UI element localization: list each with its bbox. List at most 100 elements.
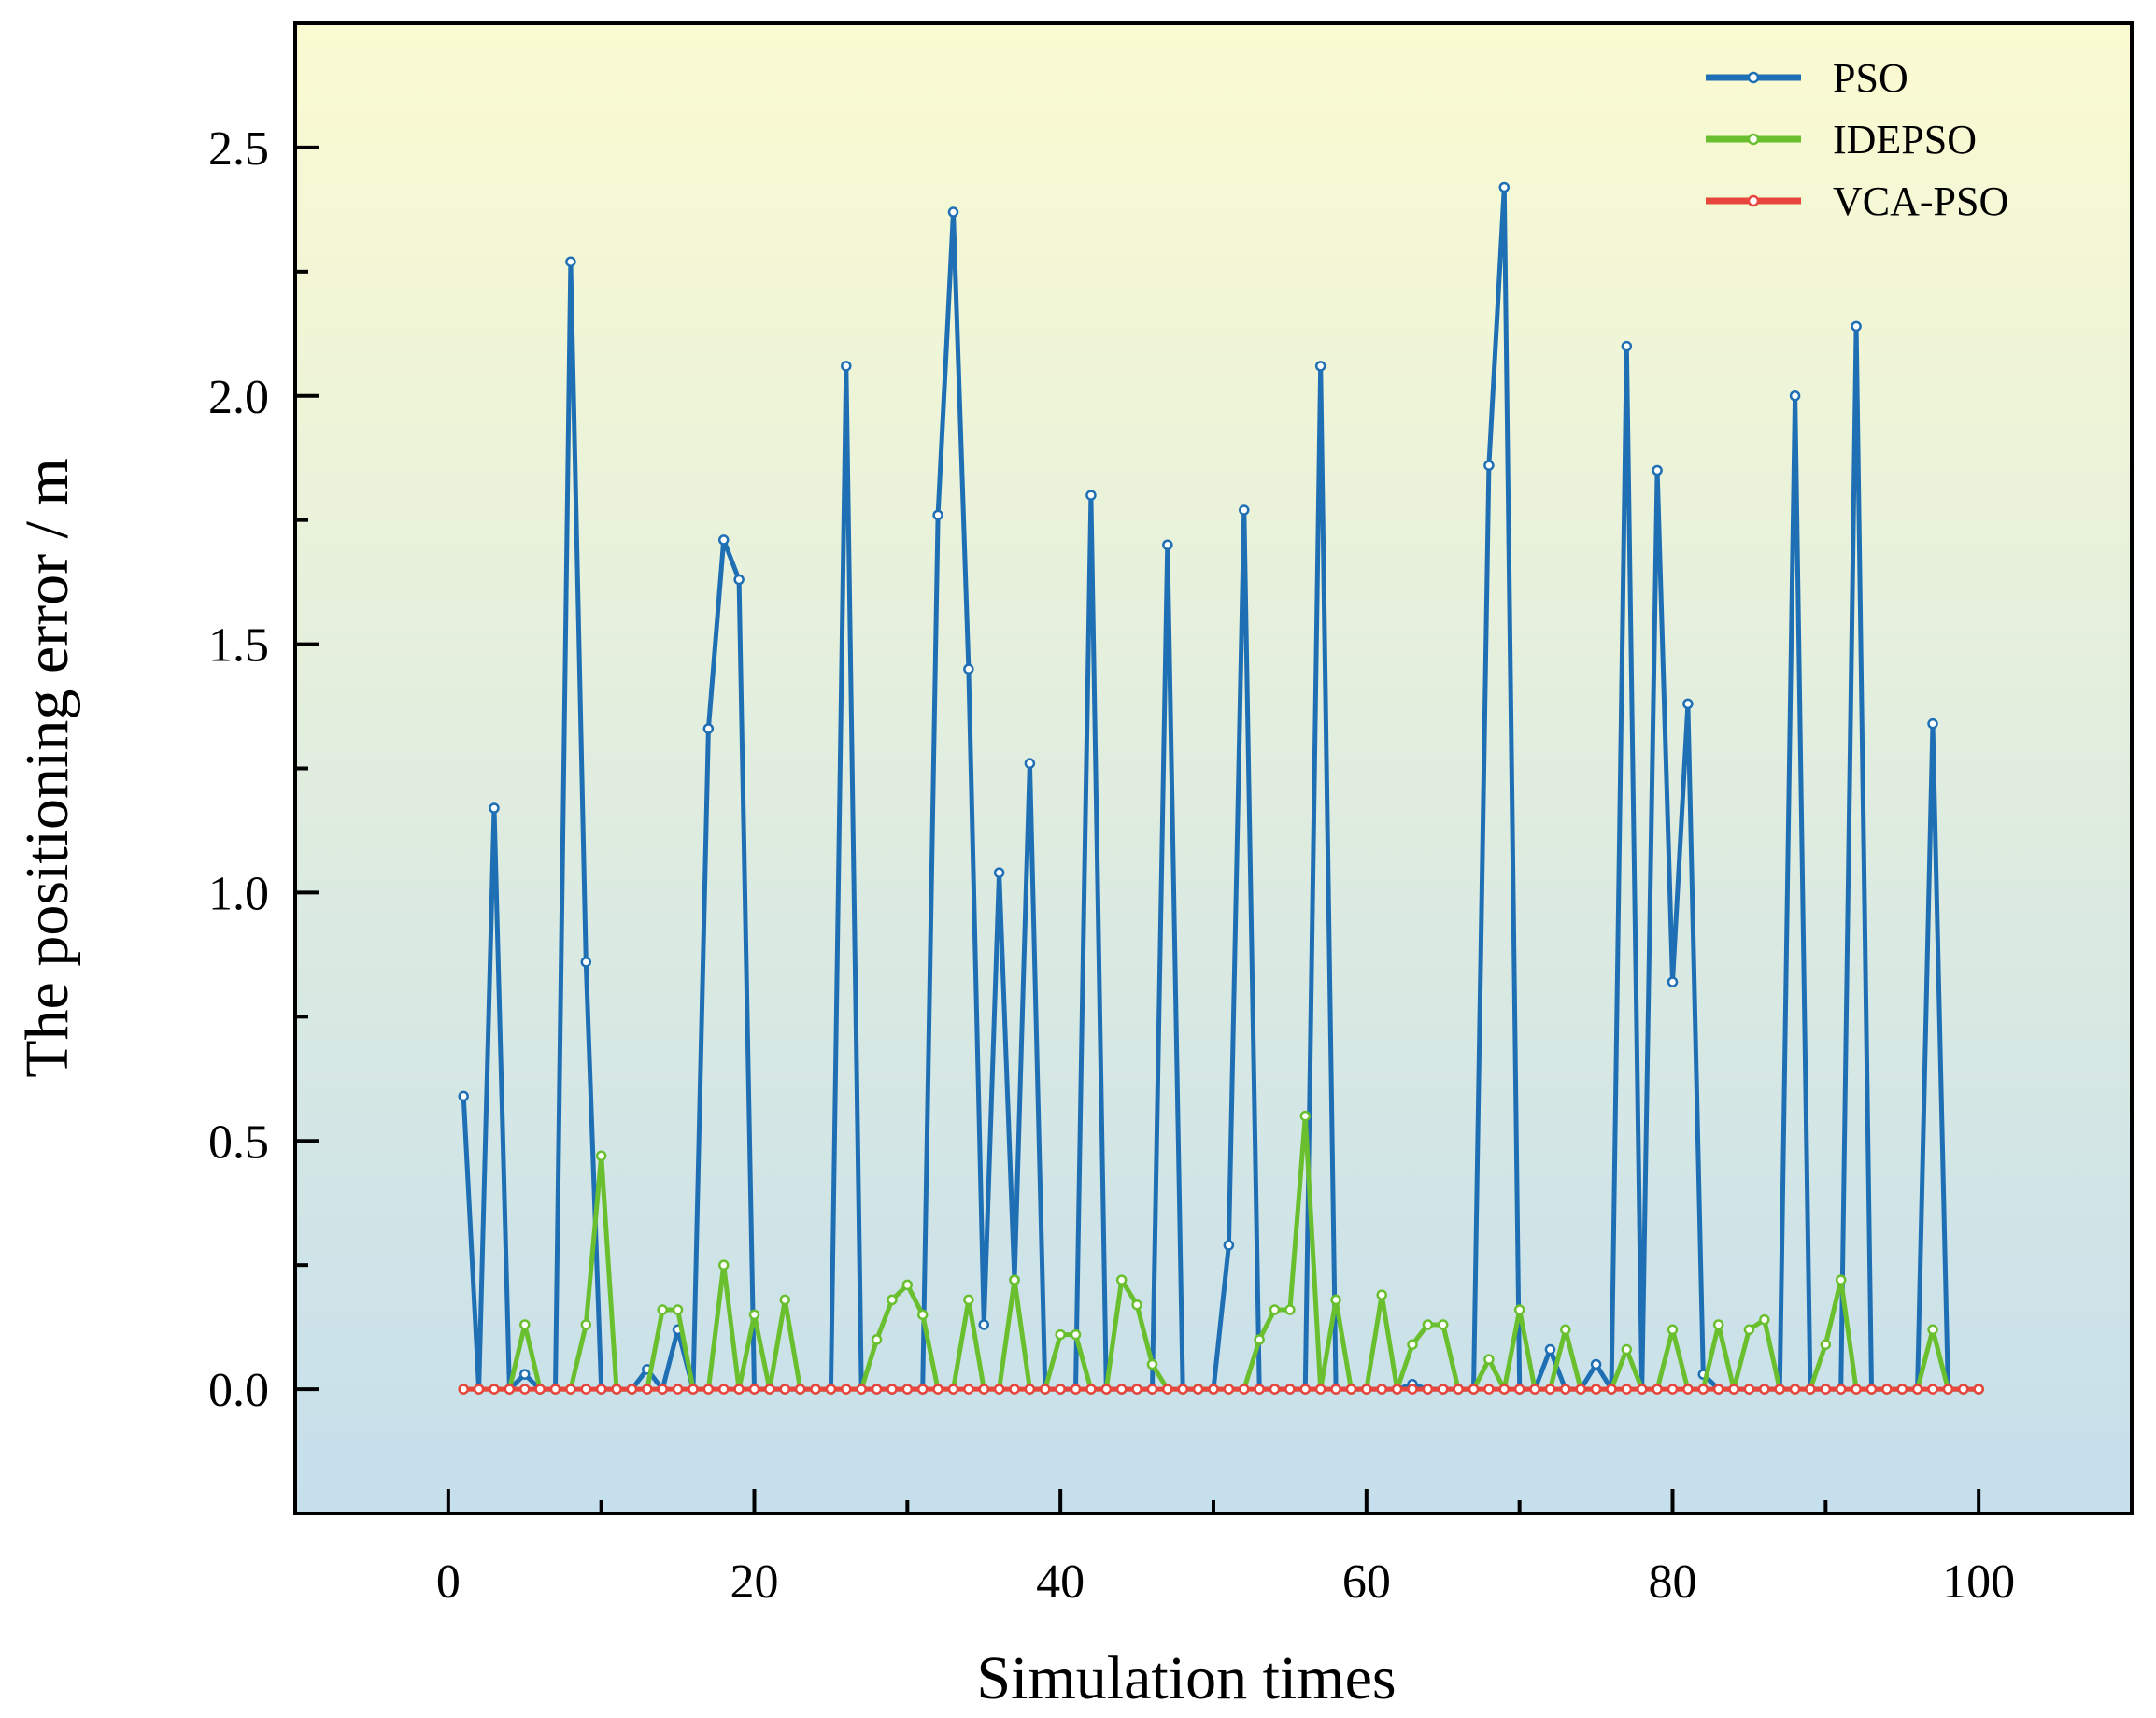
data-point (1544, 1384, 1556, 1395)
data-point (1927, 1384, 1938, 1395)
data-point (1192, 1384, 1204, 1395)
data-point (1820, 1384, 1832, 1395)
data-point (932, 1384, 943, 1395)
data-point (504, 1384, 516, 1395)
data-point (657, 1304, 668, 1315)
data-point (1055, 1328, 1066, 1341)
data-point (1896, 1384, 1908, 1395)
data-point (1391, 1384, 1403, 1395)
data-point (887, 1294, 898, 1306)
data-point (764, 1384, 775, 1395)
data-point (748, 1384, 760, 1395)
data-point (978, 1319, 989, 1330)
y-axis-title: The positioning error / m (13, 458, 81, 1078)
data-point (1513, 1384, 1525, 1395)
data-point (1407, 1384, 1418, 1395)
data-point (626, 1384, 638, 1395)
data-point (1254, 1384, 1265, 1395)
data-point (932, 509, 943, 521)
data-point (595, 1150, 607, 1161)
data-point (1743, 1384, 1755, 1395)
data-point (1560, 1384, 1571, 1395)
data-point (1177, 1384, 1188, 1395)
data-point (1040, 1384, 1051, 1395)
data-point (1621, 340, 1633, 352)
data-point (1667, 1324, 1679, 1336)
data-point (1851, 320, 1862, 333)
data-point (1820, 1339, 1832, 1350)
data-point (871, 1384, 883, 1395)
data-point (702, 723, 715, 734)
x-axis-title: Simulation times (976, 1644, 1396, 1712)
data-point (1682, 698, 1694, 710)
data-point (1162, 539, 1173, 550)
data-point (1697, 1384, 1709, 1395)
data-point (947, 1384, 959, 1395)
data-point (1453, 1384, 1464, 1395)
data-point (963, 1294, 974, 1306)
data-point (1513, 1304, 1525, 1315)
data-point (688, 1384, 699, 1395)
data-point (825, 1384, 837, 1395)
data-point (733, 1384, 745, 1395)
data-point (565, 1384, 576, 1395)
data-point (1544, 1343, 1556, 1356)
data-point (1789, 390, 1801, 402)
data-point (1269, 1384, 1281, 1395)
data-point (871, 1334, 883, 1345)
data-point (1927, 717, 1938, 730)
data-point (519, 1319, 531, 1330)
data-point (947, 206, 959, 218)
legend-label: IDEPSO (1833, 117, 1977, 163)
data-point (1239, 1384, 1250, 1395)
data-point (1115, 1384, 1128, 1395)
data-point (1070, 1384, 1082, 1395)
data-point (1575, 1384, 1586, 1395)
data-point (779, 1384, 791, 1395)
legend-marker (1747, 133, 1760, 146)
data-point (1529, 1384, 1540, 1395)
data-point (1468, 1384, 1480, 1395)
data-point (1314, 1384, 1326, 1395)
data-point (1621, 1384, 1633, 1395)
data-point (702, 1384, 715, 1395)
data-point (1024, 1384, 1036, 1395)
data-point (642, 1384, 653, 1395)
data-point (779, 1294, 791, 1306)
data-point (611, 1384, 622, 1395)
data-point (1131, 1299, 1142, 1311)
data-point (672, 1384, 684, 1395)
data-point (733, 574, 745, 586)
data-point (916, 1384, 929, 1395)
y-tick-label: 2.5 (208, 122, 269, 176)
legend-item-pso: PSO (1706, 55, 1908, 101)
data-point (1590, 1358, 1602, 1370)
legend-marker (1747, 194, 1760, 207)
legend: PSO IDEPSO VCA-PSO (1706, 55, 2008, 224)
data-point (1927, 1324, 1938, 1336)
data-point (1284, 1304, 1296, 1315)
data-point (1590, 1384, 1602, 1395)
data-point (1422, 1319, 1434, 1330)
data-point (1330, 1384, 1341, 1395)
data-point (963, 663, 974, 674)
data-point (1208, 1384, 1219, 1395)
data-point (458, 1384, 469, 1395)
data-point (978, 1384, 989, 1395)
data-point (1865, 1384, 1878, 1395)
data-point (1345, 1384, 1357, 1395)
data-point (1498, 1384, 1511, 1395)
legend-label: PSO (1833, 55, 1908, 101)
data-point (1667, 976, 1679, 987)
data-point (1606, 1384, 1617, 1395)
data-point (1958, 1384, 1969, 1395)
y-tick-label: 1.0 (208, 867, 269, 920)
data-point (1131, 1384, 1142, 1395)
data-point (887, 1384, 898, 1395)
data-point (1483, 1384, 1495, 1395)
data-point (1284, 1384, 1296, 1395)
y-tick-label: 2.0 (208, 371, 269, 424)
data-point (1621, 1343, 1633, 1356)
legend-marker (1747, 71, 1760, 84)
data-point (1942, 1384, 1954, 1395)
